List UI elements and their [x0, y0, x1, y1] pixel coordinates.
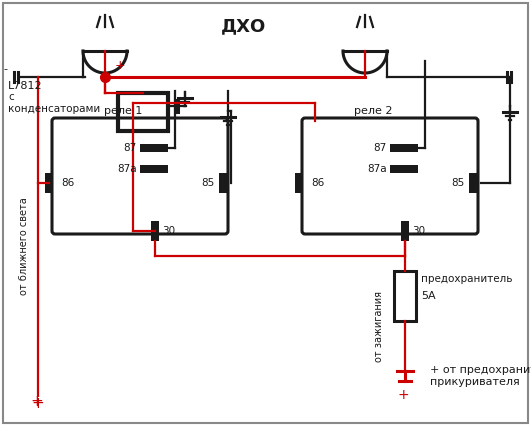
Text: +: + [397, 388, 409, 402]
Bar [469, 173, 477, 193]
Text: предохранитель: предохранитель [421, 274, 512, 284]
Bar [45, 173, 53, 193]
Text: 87а: 87а [117, 164, 137, 174]
Text: от зажигания: от зажигания [374, 291, 384, 362]
Text: +: + [32, 397, 45, 412]
Bar [140, 144, 168, 152]
Bar [390, 165, 418, 173]
Text: 86: 86 [61, 178, 74, 188]
Text: реле 2: реле 2 [354, 106, 392, 116]
Bar [118, 93, 168, 131]
Text: -: - [3, 64, 7, 74]
Text: L7812: L7812 [8, 81, 42, 91]
Text: 5А: 5А [421, 291, 435, 301]
Text: +: + [115, 59, 126, 72]
Bar [151, 221, 159, 241]
Bar [140, 165, 168, 173]
Text: от ближнего света: от ближнего света [19, 197, 29, 295]
Bar [390, 144, 418, 152]
Text: + от предохранителя
прикуривателя: + от предохранителя прикуривателя [430, 365, 531, 387]
Text: 87а: 87а [367, 164, 387, 174]
Bar [401, 221, 409, 241]
Text: 30: 30 [162, 226, 175, 236]
Text: 85: 85 [201, 178, 214, 188]
Text: реле 1: реле 1 [104, 106, 142, 116]
Text: 87: 87 [374, 143, 387, 153]
Text: 86: 86 [311, 178, 324, 188]
Text: 85: 85 [451, 178, 464, 188]
Text: с
конденсаторами: с конденсаторами [8, 92, 100, 114]
Bar [295, 173, 303, 193]
Text: 30: 30 [412, 226, 425, 236]
Text: ДХО: ДХО [220, 17, 266, 35]
Text: +: + [31, 394, 44, 409]
Bar [394, 271, 416, 321]
Bar [219, 173, 227, 193]
Text: 87: 87 [124, 143, 137, 153]
